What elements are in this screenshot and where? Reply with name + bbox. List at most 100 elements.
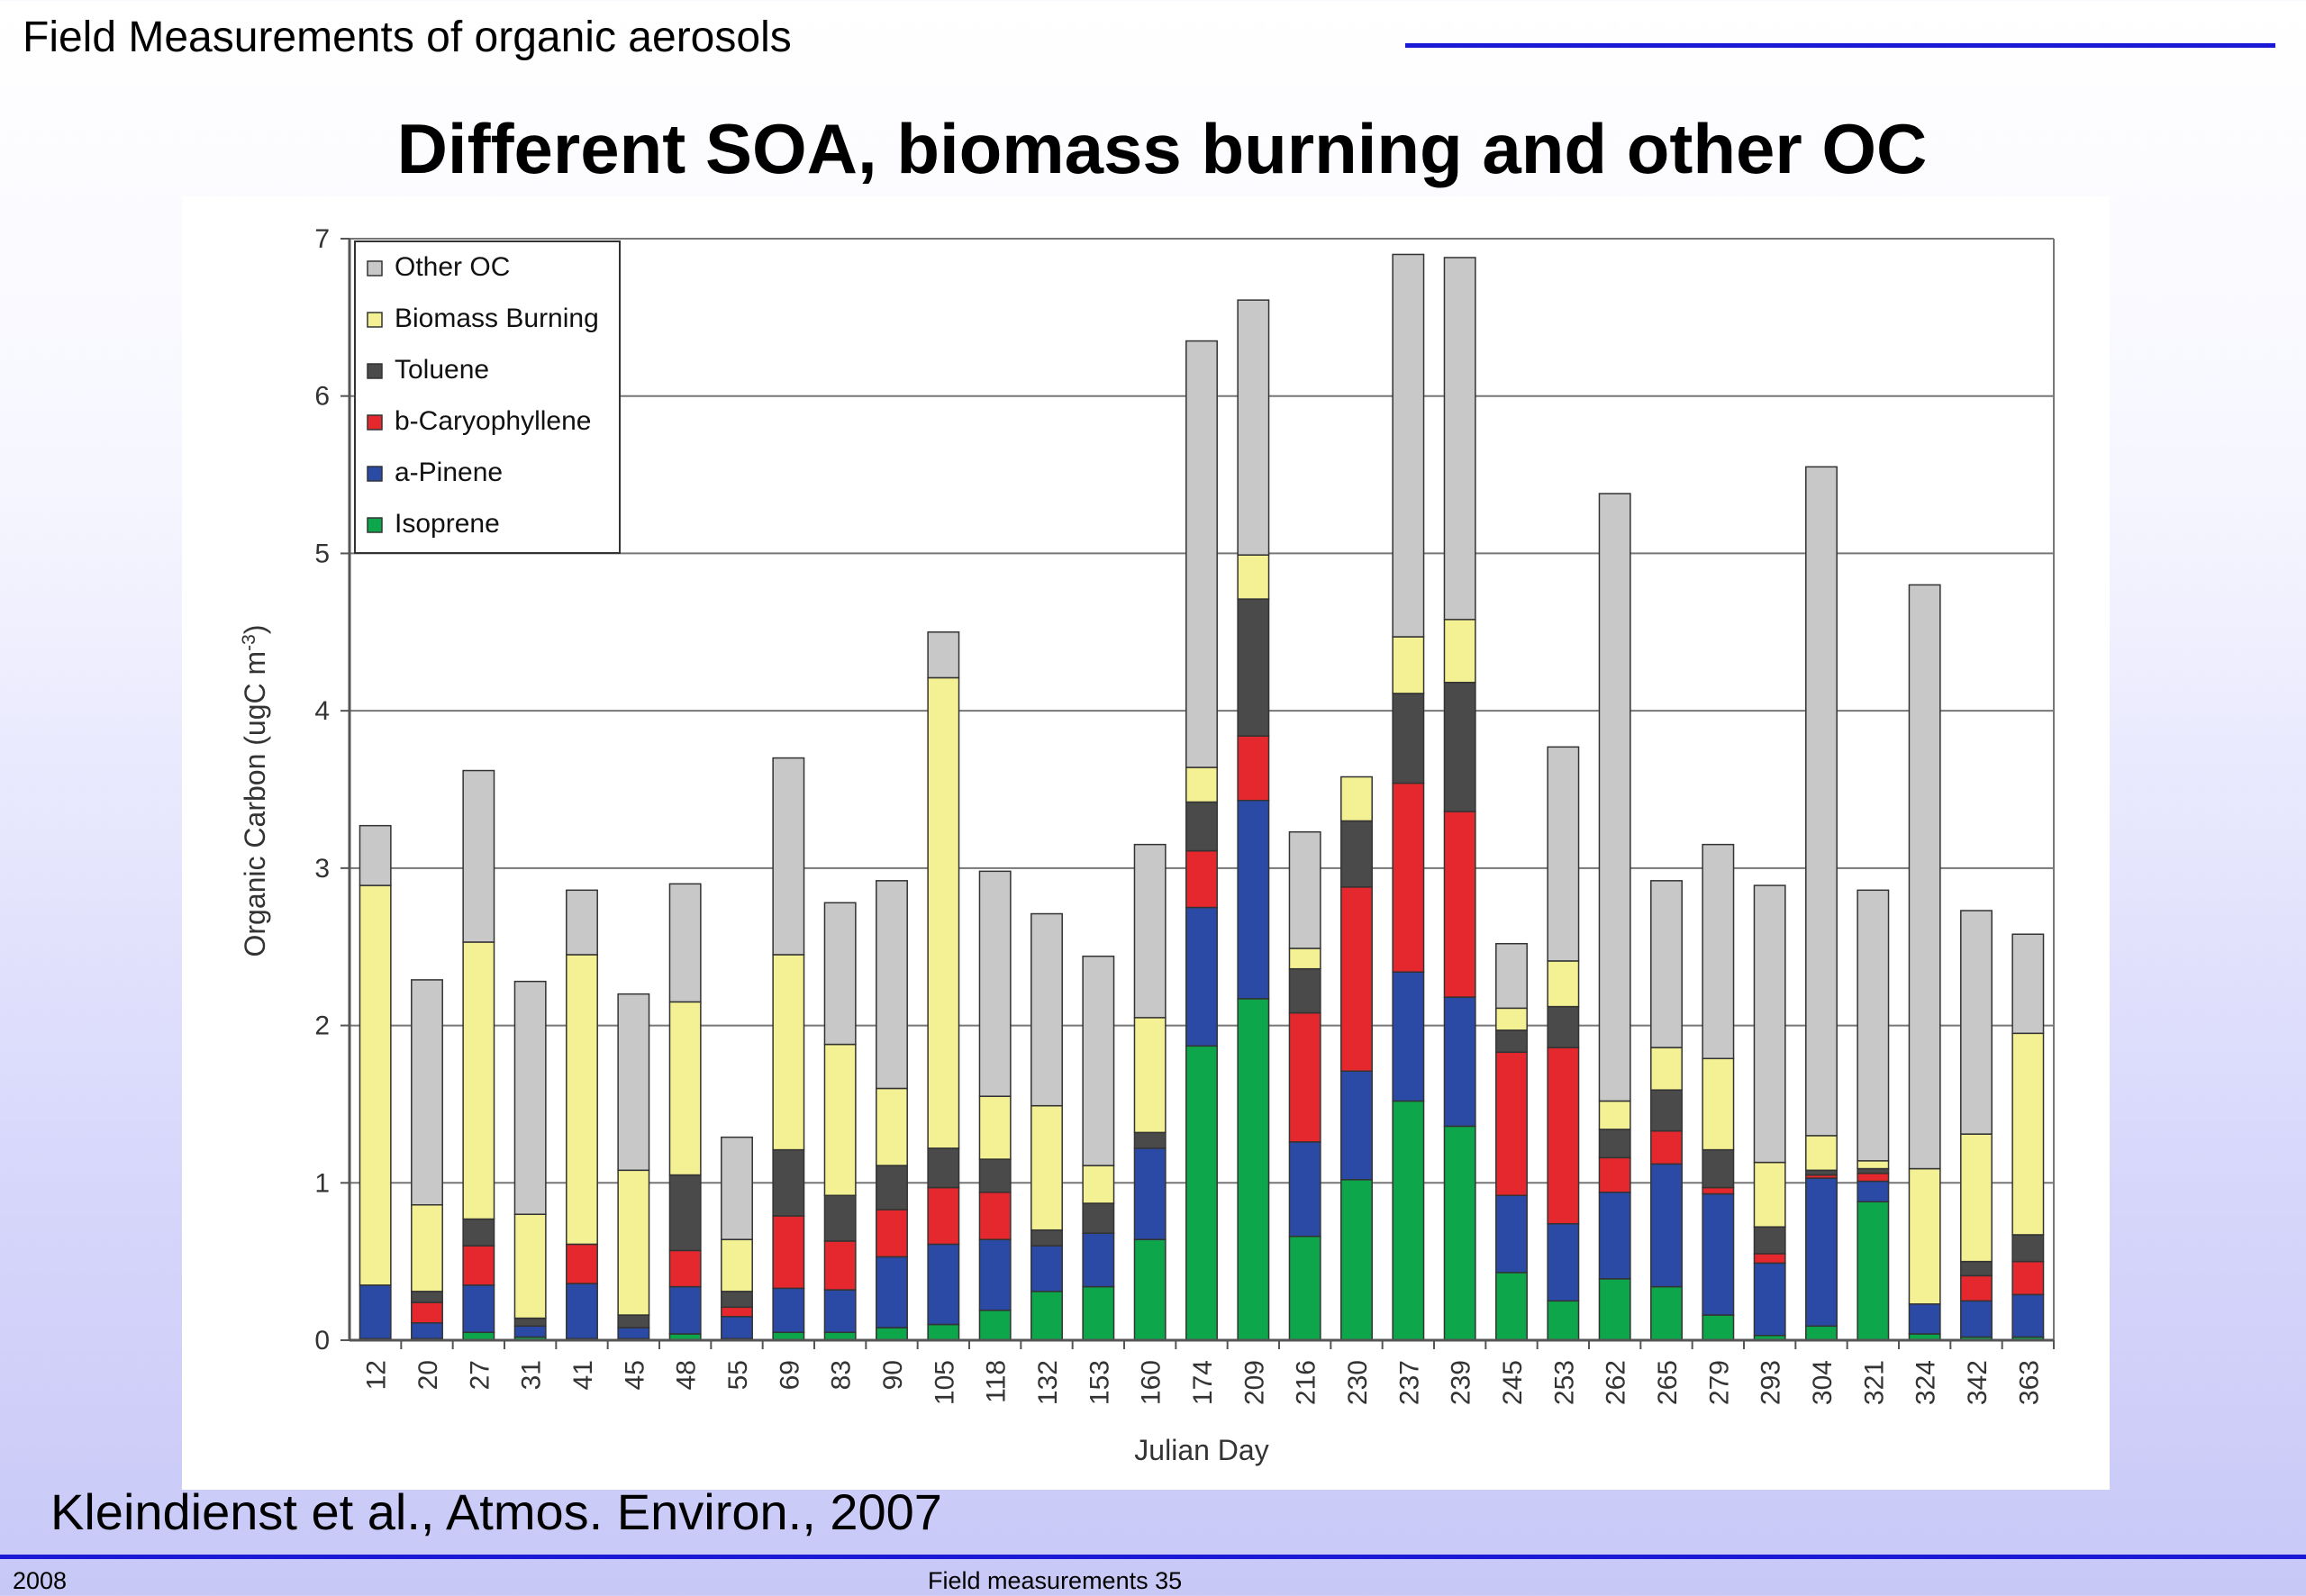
x-tick-label: 304 bbox=[1808, 1360, 1838, 1405]
x-tick-label: 216 bbox=[1292, 1360, 1321, 1405]
bar-segment-other-oc-262 bbox=[1598, 493, 1631, 1102]
bar-segment-b-caryophyllene-321 bbox=[1857, 1173, 1890, 1183]
x-tick-label: 363 bbox=[2014, 1360, 2044, 1405]
bar-segment-other-oc-342 bbox=[1960, 910, 1993, 1135]
bar-segment-a-pinene-216 bbox=[1288, 1141, 1321, 1238]
bar-segment-a-pinene-69 bbox=[772, 1287, 805, 1334]
x-tick-label: 83 bbox=[827, 1360, 857, 1390]
bar-segment-toluene-265 bbox=[1650, 1089, 1683, 1132]
bar-segment-other-oc-20 bbox=[411, 979, 443, 1206]
legend-swatch bbox=[367, 260, 383, 277]
x-tick-label: 209 bbox=[1239, 1360, 1269, 1405]
bar-segment-biomass-burning-245 bbox=[1495, 1007, 1528, 1031]
x-tick-label: 105 bbox=[930, 1360, 959, 1405]
bar-segment-biomass-burning-324 bbox=[1908, 1167, 1941, 1305]
bar-segment-biomass-burning-209 bbox=[1237, 554, 1270, 600]
bar-segment-other-oc-153 bbox=[1082, 955, 1115, 1166]
bar-segment-biomass-burning-27 bbox=[462, 941, 495, 1220]
citation: Kleindienst et al., Atmos. Environ., 200… bbox=[50, 1483, 942, 1540]
bar-segment-a-pinene-262 bbox=[1598, 1192, 1631, 1280]
bar-segment-toluene-253 bbox=[1547, 1005, 1580, 1048]
bar-segment-other-oc-48 bbox=[668, 883, 702, 1003]
bar-segment-b-caryophyllene-90 bbox=[876, 1209, 908, 1258]
bar-segment-b-caryophyllene-118 bbox=[978, 1192, 1012, 1240]
bar-segment-b-caryophyllene-262 bbox=[1598, 1156, 1631, 1193]
bar-segment-biomass-burning-321 bbox=[1857, 1160, 1890, 1170]
x-tick-label: 132 bbox=[1033, 1360, 1063, 1405]
legend-swatch bbox=[367, 363, 383, 379]
bar-segment-toluene-279 bbox=[1702, 1148, 1735, 1189]
x-tick-label: 174 bbox=[1188, 1360, 1218, 1405]
bar-segment-biomass-burning-293 bbox=[1753, 1161, 1786, 1228]
bar-segment-other-oc-45 bbox=[617, 993, 650, 1172]
legend-label: Isoprene bbox=[395, 509, 500, 539]
footer-page-label: Field measurements 35 bbox=[928, 1567, 1183, 1594]
bar-segment-other-oc-321 bbox=[1857, 889, 1890, 1162]
bar-segment-biomass-burning-132 bbox=[1030, 1104, 1063, 1231]
bar-segment-biomass-burning-20 bbox=[411, 1203, 443, 1292]
bar-segment-toluene-363 bbox=[2011, 1234, 2045, 1263]
legend: Other OC Biomass Burning Toluene b-Caryophy… bbox=[354, 240, 621, 554]
bar-segment-a-pinene-324 bbox=[1908, 1303, 1941, 1335]
bar-segment-toluene-174 bbox=[1185, 801, 1218, 852]
legend-swatch bbox=[367, 517, 383, 533]
bar-segment-toluene-237 bbox=[1392, 693, 1425, 784]
bar-segment-other-oc-293 bbox=[1753, 884, 1786, 1164]
bar-segment-toluene-55 bbox=[721, 1291, 753, 1309]
bar-segment-b-caryophyllene-83 bbox=[823, 1240, 857, 1291]
bar-segment-b-caryophyllene-48 bbox=[668, 1249, 702, 1288]
bar-segment-other-oc-12 bbox=[359, 824, 392, 886]
x-tick-label: 230 bbox=[1343, 1360, 1373, 1405]
header-title: Field Measurements of organic aerosols bbox=[23, 14, 792, 61]
bar-segment-toluene-209 bbox=[1237, 598, 1270, 737]
bar-segment-biomass-burning-230 bbox=[1340, 775, 1373, 822]
y-tick-label: 2 bbox=[314, 1011, 330, 1041]
bar-segment-a-pinene-253 bbox=[1547, 1222, 1580, 1302]
legend-label: Other OC bbox=[395, 252, 510, 282]
bar-segment-a-pinene-363 bbox=[2011, 1293, 2045, 1338]
legend-label: a-Pinene bbox=[395, 458, 503, 487]
x-tick-label: 45 bbox=[620, 1360, 649, 1390]
bar-segment-b-caryophyllene-239 bbox=[1443, 811, 1476, 998]
bar-segment-b-caryophyllene-105 bbox=[927, 1186, 960, 1246]
bar-segment-b-caryophyllene-342 bbox=[1960, 1274, 1993, 1302]
bar-segment-other-oc-363 bbox=[2011, 933, 2045, 1035]
y-tick-label: 5 bbox=[314, 539, 330, 568]
legend-swatch bbox=[367, 312, 383, 328]
bar-segment-biomass-burning-342 bbox=[1960, 1133, 1993, 1263]
bar-segment-a-pinene-132 bbox=[1030, 1245, 1063, 1292]
x-tick-label: 160 bbox=[1137, 1360, 1167, 1405]
y-tick-label: 6 bbox=[314, 382, 330, 412]
bar-segment-biomass-burning-90 bbox=[876, 1087, 908, 1166]
bar-segment-toluene-132 bbox=[1030, 1229, 1063, 1247]
y-tick-label: 0 bbox=[314, 1326, 330, 1356]
bar-segment-a-pinene-153 bbox=[1082, 1232, 1115, 1288]
bar-segment-toluene-230 bbox=[1340, 820, 1373, 888]
x-tick-label: 262 bbox=[1602, 1360, 1631, 1405]
bar-segment-a-pinene-41 bbox=[566, 1283, 598, 1340]
bar-segment-other-oc-304 bbox=[1805, 466, 1838, 1137]
bar-segment-toluene-45 bbox=[617, 1314, 650, 1328]
bar-segment-a-pinene-304 bbox=[1805, 1177, 1838, 1328]
bar-segment-toluene-216 bbox=[1288, 967, 1321, 1014]
y-axis-title-sup: -3 bbox=[239, 634, 259, 651]
bar-segment-toluene-262 bbox=[1598, 1129, 1631, 1159]
bar-segment-biomass-burning-262 bbox=[1598, 1100, 1631, 1130]
bar-segment-b-caryophyllene-293 bbox=[1753, 1253, 1786, 1265]
bar-segment-biomass-burning-118 bbox=[978, 1095, 1012, 1160]
bar-segment-b-caryophyllene-55 bbox=[721, 1306, 753, 1318]
bar-segment-other-oc-245 bbox=[1495, 942, 1528, 1010]
bar-segment-toluene-321 bbox=[1857, 1167, 1890, 1174]
bar-segment-isoprene-132 bbox=[1030, 1291, 1063, 1341]
bar-segment-other-oc-41 bbox=[566, 889, 598, 956]
bar-segment-isoprene-262 bbox=[1598, 1278, 1631, 1341]
bar-segment-isoprene-237 bbox=[1392, 1100, 1425, 1341]
x-tick-label: 342 bbox=[1963, 1360, 1993, 1405]
bar-segment-toluene-245 bbox=[1495, 1029, 1528, 1054]
bar-segment-other-oc-237 bbox=[1392, 253, 1425, 638]
x-tick-label: 12 bbox=[362, 1360, 392, 1390]
bar-segment-biomass-burning-363 bbox=[2011, 1032, 2045, 1236]
bar-segment-a-pinene-230 bbox=[1340, 1070, 1373, 1181]
